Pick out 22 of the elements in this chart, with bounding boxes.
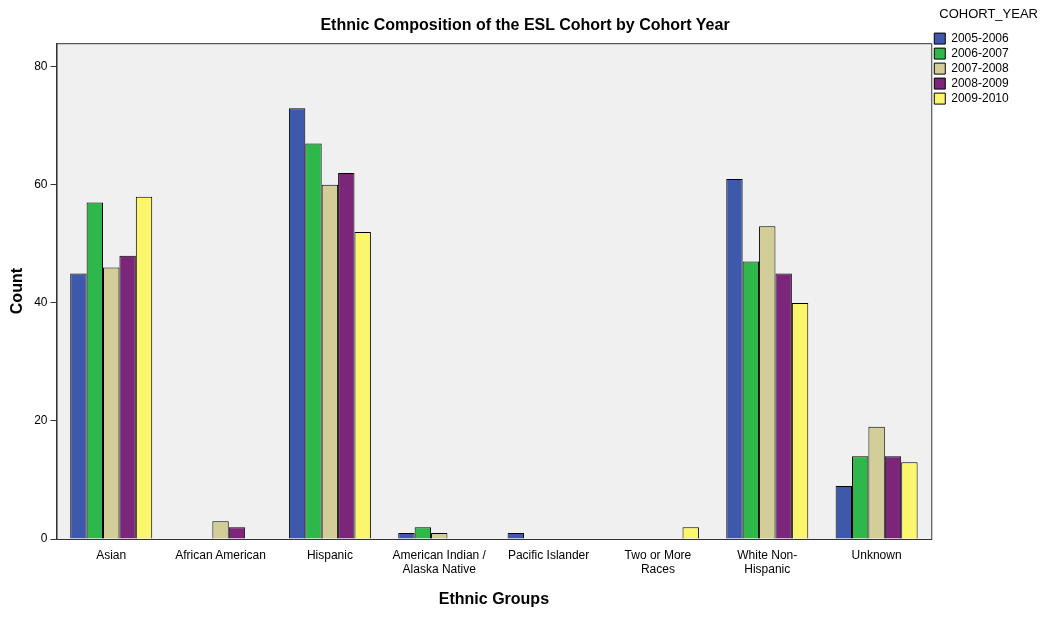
x-tick-label: White Non-Hispanic	[737, 547, 798, 576]
x-tick-label: Unknown	[851, 547, 902, 562]
x-axis-title: Ethnic Groups	[438, 589, 550, 607]
legend-label: 2009-2010	[951, 90, 1009, 105]
x-tick-label: Two or More Races	[624, 547, 692, 576]
y-tick-label: 40	[34, 295, 48, 310]
legend-title: COHORT_YEAR	[939, 6, 1038, 22]
x-tick-label: Hispanic	[306, 547, 353, 562]
legend-label: 2007-2008	[951, 60, 1009, 75]
legend-label: 2008-2009	[951, 75, 1009, 90]
x-tick-label: American Indian / Alaska Native	[392, 547, 487, 576]
y-tick-label: 0	[40, 531, 48, 546]
x-tick-label: African American	[175, 547, 266, 562]
y-tick-label: 80	[34, 59, 48, 74]
y-tick-label: 20	[34, 413, 48, 428]
legend-label: 2006-2007	[951, 45, 1009, 60]
legend-label: 2005-2006	[951, 30, 1009, 45]
x-tick-label: Asian	[96, 547, 127, 562]
x-tick-label: Pacific Islander	[507, 547, 590, 562]
y-tick-label: 60	[34, 177, 48, 192]
y-axis-title: Count	[8, 267, 26, 315]
chart-title: Ethnic Composition of the ESL Cohort by Cohort Year	[320, 16, 730, 34]
